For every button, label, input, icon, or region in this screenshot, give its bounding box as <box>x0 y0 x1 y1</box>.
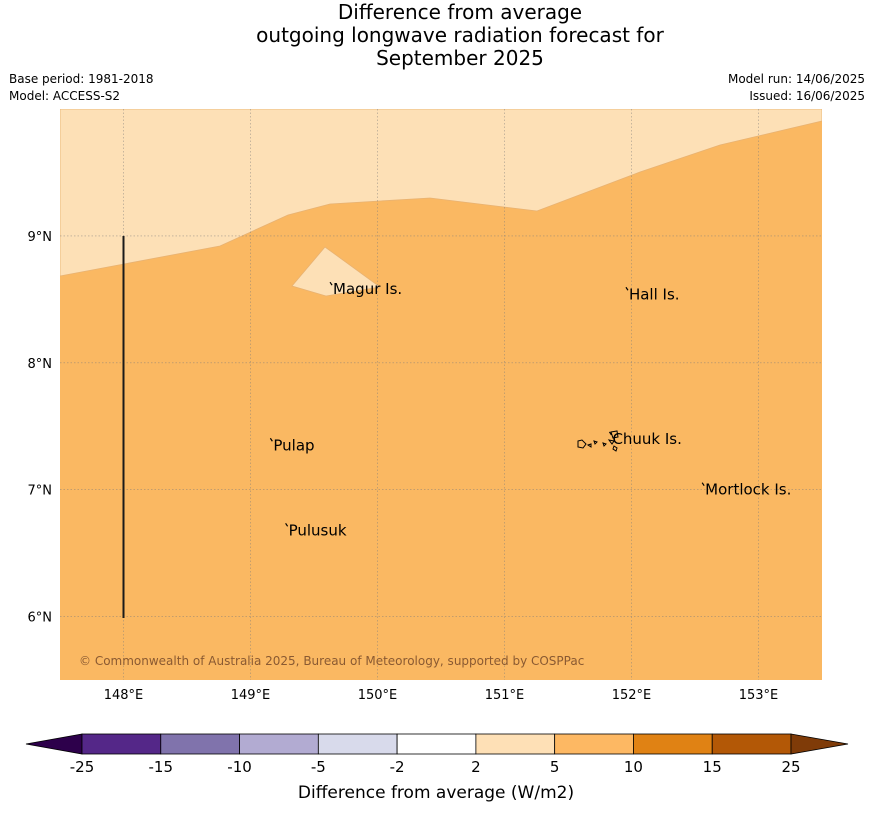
lat-tick-label: 6°N <box>28 611 53 626</box>
field-band-2-5-patch <box>291 246 382 297</box>
colorbar-title: Difference from average (W/m2) <box>298 783 574 803</box>
lat-tick-label: 7°N <box>28 484 53 499</box>
place-label: Pulap <box>273 436 314 454</box>
colorbar-tick-label: -25 <box>70 758 95 776</box>
colorbar-tick-label: -2 <box>390 758 405 776</box>
colorbar-tick-label: -5 <box>311 758 326 776</box>
chuuk-island-outline <box>607 439 615 445</box>
colorbar-segment <box>81 733 162 755</box>
place-label: Chuuk Is. <box>612 430 681 448</box>
issued-text: Issued: 16/06/2025 <box>749 89 865 103</box>
model-text: Model: ACCESS-S2 <box>9 89 121 103</box>
chuuk-island-outline <box>612 445 618 452</box>
place-labels: Magur Is. Hall Is. Pulap Chuuk Is. Mortlock … <box>269 280 791 539</box>
map-title-line-3: September 2025 <box>376 46 544 70</box>
lon-tick-label: 148°E <box>104 688 144 703</box>
lat-tick-label: 8°N <box>28 357 53 372</box>
island-marker <box>329 281 333 286</box>
place-label: Hall Is. <box>629 285 680 303</box>
lon-tick-label: 149°E <box>231 688 271 703</box>
colorbar-segment <box>396 733 477 755</box>
island-marker <box>625 286 629 291</box>
island-marker <box>608 431 612 436</box>
colorbar-segment <box>554 733 634 755</box>
lon-tick-label: 151°E <box>485 688 525 703</box>
colorbar-tick-label: 25 <box>781 758 800 776</box>
colorbar-segment <box>475 733 556 755</box>
island-marker <box>269 437 273 442</box>
island-marker <box>701 482 705 486</box>
colorbar-segment <box>711 733 792 755</box>
meta-right: Model run: 14/06/2025 Issued: 16/06/2025 <box>728 71 865 105</box>
island-marker <box>285 522 289 527</box>
colorbar-tick-label: 2 <box>471 758 481 776</box>
place-label: Pulusuk <box>289 521 347 539</box>
colorbar-tick-label: -10 <box>227 758 252 776</box>
axis-ticks: 148°E 149°E 150°E 151°E 152°E 153°E 9°N 8°N 7°N 6… <box>28 230 779 703</box>
map-panel: Magur Is. Hall Is. Pulap Chuuk Is. Mortlock … <box>60 109 822 680</box>
graticule <box>60 109 822 680</box>
colorbar: -25 -15 -10 -5 -2 2 5 10 15 25 <box>25 733 849 776</box>
chuuk-island-outline <box>586 443 592 448</box>
meta-left: Base period: 1981-2018 Model: ACCESS-S2 <box>9 71 154 105</box>
lon-tick-label: 150°E <box>358 688 398 703</box>
chuuk-island-outline <box>602 442 607 447</box>
model-run-text: Model run: 14/06/2025 <box>727 72 865 86</box>
colorbar-over-arrow <box>790 733 849 755</box>
chuuk-island-outline <box>593 440 598 445</box>
place-label: Mortlock Is. <box>705 481 791 499</box>
chuuk-island-outline <box>577 439 587 449</box>
map-title-line-1: Difference from average <box>337 0 583 24</box>
place-label: Magur Is. <box>333 280 402 298</box>
colorbar-tick-label: 5 <box>550 758 560 776</box>
field-band-2-5-north <box>60 109 822 277</box>
map-title-line-2: outgoing longwave radiation forecast for <box>256 23 664 47</box>
base-period-text: Base period: 1981-2018 <box>9 72 154 86</box>
colorbar-segment <box>160 733 240 755</box>
chuuk-island-outline <box>610 430 619 439</box>
lon-tick-label: 153°E <box>739 688 779 703</box>
colorbar-tick-label: 15 <box>703 758 722 776</box>
copyright-text: © Commonwealth of Australia 2025, Bureau… <box>79 654 584 668</box>
colorbar-tick-label: 10 <box>624 758 643 776</box>
lat-tick-label: 9°N <box>28 230 53 245</box>
colorbar-segment <box>633 733 713 755</box>
colorbar-segment <box>239 733 319 755</box>
colorbar-tick-label: -15 <box>149 758 174 776</box>
colorbar-segment <box>317 733 398 755</box>
lon-tick-label: 152°E <box>612 688 652 703</box>
chuuk-lagoon-islands <box>577 430 619 452</box>
colorbar-under-arrow <box>25 733 83 755</box>
